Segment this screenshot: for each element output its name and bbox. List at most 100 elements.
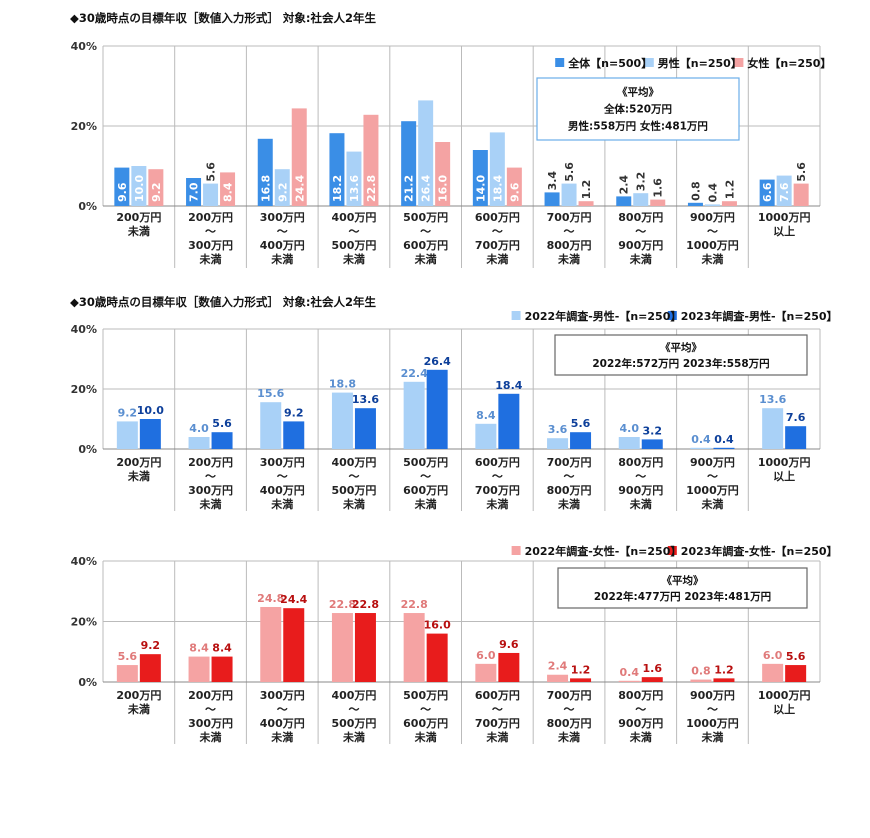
x-tick-label: 900万円: [690, 689, 735, 702]
average-note-box: [554, 334, 808, 376]
x-tick-label: 900万円: [690, 211, 735, 224]
x-tick-label: 700万円: [475, 484, 520, 497]
bar: [616, 196, 632, 206]
bar: [403, 613, 425, 682]
y-tick-label: 40%: [71, 40, 97, 53]
x-tick-label: ～: [205, 225, 216, 238]
data-label: 3.2: [643, 424, 663, 437]
x-tick-label: 1000万円: [686, 717, 739, 730]
data-label: 7.6: [786, 411, 806, 424]
bar: [116, 421, 138, 449]
data-label: 5.6: [212, 417, 232, 430]
data-label: 9.2: [150, 183, 163, 203]
bar: [435, 142, 451, 206]
legend-label: 女性【n=250】: [747, 56, 831, 70]
bar: [498, 393, 520, 449]
legend-swatch: [555, 58, 565, 67]
bar: [186, 178, 202, 206]
x-tick-label: ～: [277, 703, 288, 716]
chart-3: 0%20%40%5.68.424.8 22.8 22.86.02.4 0.4 0.86.…: [71, 544, 838, 744]
data-label: 5.6: [205, 162, 218, 182]
x-tick-label: 未満: [485, 497, 508, 511]
data-label: 8.4: [222, 182, 235, 202]
bar: [329, 133, 345, 206]
x-tick-label: 300万円: [260, 689, 305, 702]
x-tick-label: 500万円: [331, 239, 376, 252]
x-tick-label: 未満: [485, 252, 508, 266]
x-tick-label: 400万円: [331, 211, 376, 224]
bar: [188, 437, 210, 449]
x-tick-label: 300万円: [188, 484, 233, 497]
bar: [547, 674, 569, 682]
x-tick-label: 200万円: [116, 689, 161, 702]
bar: [776, 175, 792, 206]
average-note-line: 全体:520万円: [603, 103, 672, 116]
legend-label: 全体【n=500】: [567, 56, 652, 70]
x-tick-label: 800万円: [547, 239, 592, 252]
x-tick-label: 600万円: [475, 211, 520, 224]
bar: [363, 114, 379, 206]
x-tick-label: 未満: [270, 730, 293, 744]
legend-swatch: [667, 546, 677, 555]
x-tick-label: 700万円: [547, 689, 592, 702]
x-tick-label: 未満: [629, 730, 652, 744]
chart-title: ◆30歳時点の目標年収［数値入力形式］ 対象:社会人2年生: [70, 11, 376, 25]
data-label: 13.6: [348, 175, 361, 202]
data-label: 18.4: [491, 175, 504, 202]
x-tick-label: 未満: [414, 252, 437, 266]
data-label: 24.8: [257, 592, 284, 605]
bar: [475, 423, 497, 449]
x-tick-label: 未満: [629, 497, 652, 511]
bar: [203, 183, 219, 206]
bar: [291, 108, 307, 206]
bar: [793, 183, 809, 206]
x-tick-label: 800万円: [618, 211, 663, 224]
bar: [641, 677, 663, 682]
bar: [331, 392, 353, 449]
data-label: 9.2: [276, 183, 289, 203]
x-tick-label: 500万円: [403, 689, 448, 702]
average-note-line: 《平均》: [662, 574, 704, 587]
data-label: 4.0: [620, 422, 640, 435]
data-label: 22.4: [401, 367, 428, 380]
x-tick-label: 200万円: [188, 689, 233, 702]
data-label: 0.8: [691, 665, 711, 678]
x-tick-label: 700万円: [475, 239, 520, 252]
x-tick-label: 700万円: [547, 211, 592, 224]
x-tick-label: 未満: [700, 730, 723, 744]
data-label: 13.6: [352, 393, 379, 406]
bar: [633, 193, 649, 206]
data-label: 5.6: [563, 162, 576, 182]
data-label: 1.2: [571, 663, 591, 676]
x-tick-label: 800万円: [618, 689, 663, 702]
bar: [561, 183, 577, 206]
bar: [489, 132, 505, 206]
data-label: 0.4: [706, 183, 719, 203]
x-tick-label: 以上: [773, 702, 795, 716]
x-tick-label: 未満: [700, 252, 723, 266]
data-label: 18.4: [495, 379, 522, 392]
data-label: 1.2: [580, 180, 593, 200]
x-tick-label: 未満: [557, 252, 580, 266]
average-note-box: [557, 567, 808, 609]
data-label: 7.6: [778, 182, 791, 202]
x-tick-label: ～: [420, 703, 431, 716]
x-tick-label: 900万円: [618, 484, 663, 497]
data-label: 16.8: [259, 175, 272, 202]
data-label: 9.2: [284, 406, 304, 419]
x-tick-label: 800万円: [618, 456, 663, 469]
x-tick-label: 400万円: [260, 484, 305, 497]
bar: [759, 179, 775, 206]
bar: [641, 439, 663, 449]
x-tick-label: 未満: [557, 497, 580, 511]
x-tick-label: ～: [277, 225, 288, 238]
x-tick-label: 600万円: [475, 456, 520, 469]
data-label: 10.0: [133, 175, 146, 202]
x-tick-label: 800万円: [547, 717, 592, 730]
x-tick-label: 200万円: [188, 456, 233, 469]
chart-2: ◆30歳時点の目標年収［数値入力形式］ 対象:社会人2年生 0% 20% 40% 9.2…: [70, 295, 838, 511]
average-note-line: 《平均》: [660, 341, 702, 354]
x-tick-label: 未満: [270, 497, 293, 511]
data-label: 0.4: [691, 433, 711, 446]
data-label: 16.0: [424, 619, 451, 632]
